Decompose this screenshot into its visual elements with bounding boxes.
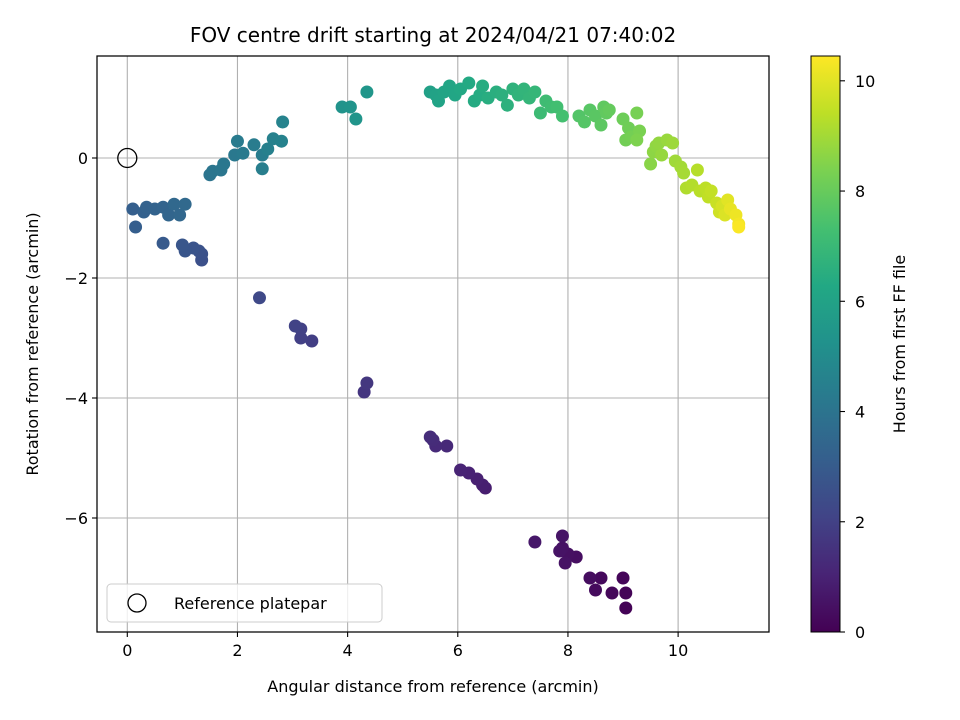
data-point <box>360 85 374 99</box>
colorbar-gradient <box>810 55 841 633</box>
data-point <box>236 146 250 160</box>
data-point <box>178 197 192 211</box>
colorbar-tick-label: 0 <box>855 623 865 642</box>
colorbar-tick-label: 10 <box>855 72 875 91</box>
y-axis-ticks: −6 −4 −2 0 <box>64 149 97 528</box>
data-point <box>528 535 542 549</box>
x-tick-label: 2 <box>232 641 242 660</box>
data-point <box>533 106 547 120</box>
data-point <box>305 334 319 348</box>
reference-marker <box>117 147 138 169</box>
data-point <box>462 76 476 90</box>
data-point <box>360 376 374 390</box>
legend-reference-marker <box>127 593 147 613</box>
data-point <box>126 202 140 216</box>
data-point <box>440 439 454 453</box>
legend-entry-reference-platepar: Reference platepar <box>174 594 327 613</box>
data-point <box>476 79 490 93</box>
y-tick-label: −6 <box>64 509 88 528</box>
colorbar-tick-label: 6 <box>855 292 865 311</box>
x-tick-label: 0 <box>122 641 132 660</box>
data-point <box>630 106 644 120</box>
data-point <box>644 157 658 171</box>
legend-box <box>106 583 383 623</box>
chart-title: FOV centre drift starting at 2024/04/21 … <box>190 23 676 47</box>
data-point <box>690 163 704 177</box>
x-tick-label: 4 <box>343 641 353 660</box>
reference-point <box>117 147 138 169</box>
data-points <box>126 76 746 615</box>
data-point <box>655 148 669 162</box>
data-point <box>230 134 244 148</box>
y-tick-label: −2 <box>64 269 88 288</box>
data-point <box>255 162 269 176</box>
data-point <box>252 291 266 305</box>
y-tick-label: 0 <box>78 149 88 168</box>
legend: Reference platepar <box>106 583 383 623</box>
data-point <box>261 142 275 156</box>
data-point <box>583 571 597 585</box>
data-point <box>129 220 143 234</box>
data-point <box>162 208 176 222</box>
x-tick-label: 10 <box>668 641 688 660</box>
data-point <box>294 331 308 345</box>
data-point <box>217 157 231 171</box>
data-point <box>276 115 290 129</box>
x-tick-label: 6 <box>453 641 463 660</box>
data-point <box>732 220 746 234</box>
data-point <box>619 601 633 615</box>
colorbar-tick-label: 2 <box>855 513 865 532</box>
data-point <box>173 208 187 222</box>
data-point <box>555 529 569 543</box>
data-point <box>175 238 189 252</box>
x-axis-ticks: 0 2 4 6 8 10 <box>122 632 688 660</box>
x-tick-label: 8 <box>563 641 573 660</box>
data-point <box>619 586 633 600</box>
data-point <box>594 118 608 132</box>
data-point <box>275 134 289 148</box>
data-point <box>167 197 181 211</box>
data-point <box>588 583 602 597</box>
colorbar-title: Hours from first FF file <box>890 255 909 434</box>
data-point <box>454 463 468 477</box>
data-point <box>495 88 509 102</box>
data-point <box>594 571 608 585</box>
data-point <box>558 556 572 570</box>
colorbar-tick-label: 8 <box>855 182 865 201</box>
data-point <box>677 166 691 180</box>
y-tick-label: −4 <box>64 389 88 408</box>
data-point <box>666 136 680 150</box>
data-point <box>616 571 630 585</box>
data-point <box>528 85 542 99</box>
data-point <box>156 236 170 250</box>
data-point <box>343 100 357 114</box>
data-point <box>602 103 616 117</box>
y-axis-title: Rotation from reference (arcmin) <box>23 212 42 475</box>
data-point <box>247 138 261 152</box>
data-point <box>555 109 569 123</box>
data-point <box>500 98 514 112</box>
data-point <box>423 430 437 444</box>
data-point <box>605 586 619 600</box>
colorbar-tick-label: 4 <box>855 403 865 422</box>
colorbar: 0 2 4 6 8 10 Hours from first FF file <box>810 55 909 642</box>
data-point <box>553 544 567 558</box>
data-point <box>288 319 302 333</box>
x-axis-title: Angular distance from reference (arcmin) <box>267 677 598 696</box>
data-point <box>349 112 363 126</box>
data-point <box>704 184 718 198</box>
plot-frame <box>96 55 770 633</box>
colorbar-ticks: 0 2 4 6 8 10 <box>840 72 875 642</box>
data-point <box>577 115 591 129</box>
data-point <box>630 133 644 147</box>
